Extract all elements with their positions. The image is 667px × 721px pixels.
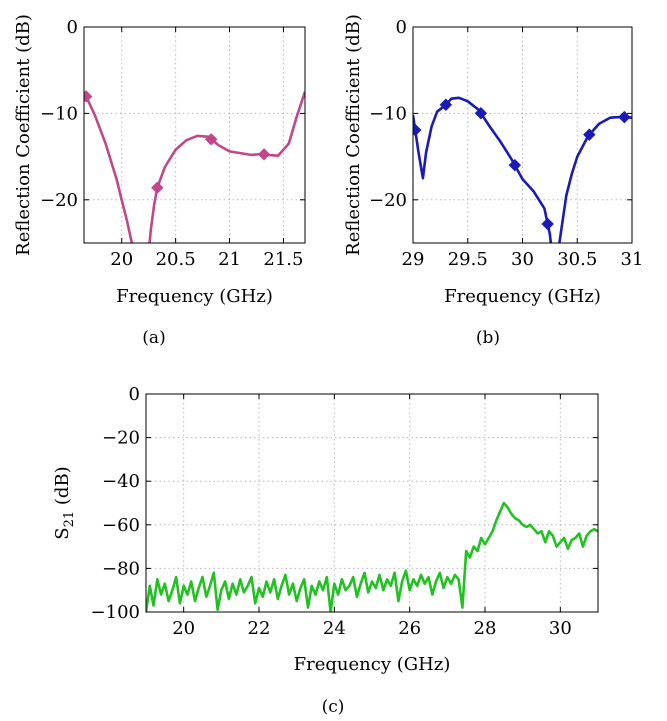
x-axis-label-b: Frequency (GHz) [444,286,601,307]
x-tick-label: 21.5 [263,249,303,270]
y-axis-label-c: S21 (dB) [52,466,77,539]
y-tick-label: −10 [40,103,78,124]
x-tick-label: 29.5 [448,249,488,270]
x-tick-label: 31 [621,249,644,270]
series-marker [413,123,422,137]
series-line [413,96,632,243]
y-tick-label: −80 [102,558,140,579]
series-marker [84,90,93,103]
x-tick-label: 29 [402,249,425,270]
chart-c: 20 22 24 26 28 30 0 −20 −40 −60 −80 −100 Frequency … [52,384,599,717]
series-marker [541,217,554,231]
caption-b: (b) [476,328,500,348]
x-axis-label-c: Frequency (GHz) [294,654,451,675]
series-marker [151,181,164,194]
x-tick-label: 30.5 [557,249,597,270]
series-marker [257,148,271,161]
caption-c: (c) [322,697,345,717]
caption-a: (a) [142,328,165,348]
y-tick-label: −100 [91,602,140,623]
x-tick-label: 20.5 [156,249,196,270]
plot-frame-b [412,26,633,244]
series-marker [474,107,488,120]
plot-frame-c [145,393,599,613]
x-tick-label: 24 [323,618,346,639]
x-tick-label: 21 [218,249,241,270]
series-line [146,501,598,612]
y-tick-label: −20 [40,190,78,211]
y-tick-label: −20 [102,428,140,449]
y-tick-label: 0 [129,384,140,405]
x-tick-label: 28 [474,618,497,639]
y-axis-label-a: Reflection Coefficient (dB) [13,14,34,256]
y-tick-label: −40 [102,471,140,492]
plot-frame-a [83,26,306,244]
y-tick-label: 0 [67,17,78,38]
x-tick-label: 22 [248,618,271,639]
chart-b: 29 29.5 30 30.5 31 0 −10 −20 Frequency (GHz) Re… [343,14,643,348]
x-tick-label: 26 [398,618,421,639]
series-marker [583,128,596,141]
x-tick-label: 30 [549,618,572,639]
x-tick-label: 20 [110,249,133,270]
x-axis-label-a: Frequency (GHz) [116,286,273,307]
y-tick-label: 0 [396,17,407,38]
y-tick-label: −60 [102,515,140,536]
series-marker [439,98,453,111]
series-marker [508,158,522,172]
series-marker [205,133,218,146]
y-tick-label: −10 [369,103,407,124]
y-axis-label-b: Reflection Coefficient (dB) [343,14,364,256]
series-marker [618,110,631,124]
x-tick-label: 30 [511,249,534,270]
y-tick-label: −20 [369,190,407,211]
chart-a: 20 20.5 21 21.5 0 −10 −20 Frequency (GHz) Refl… [13,14,306,348]
x-tick-label: 20 [172,618,195,639]
